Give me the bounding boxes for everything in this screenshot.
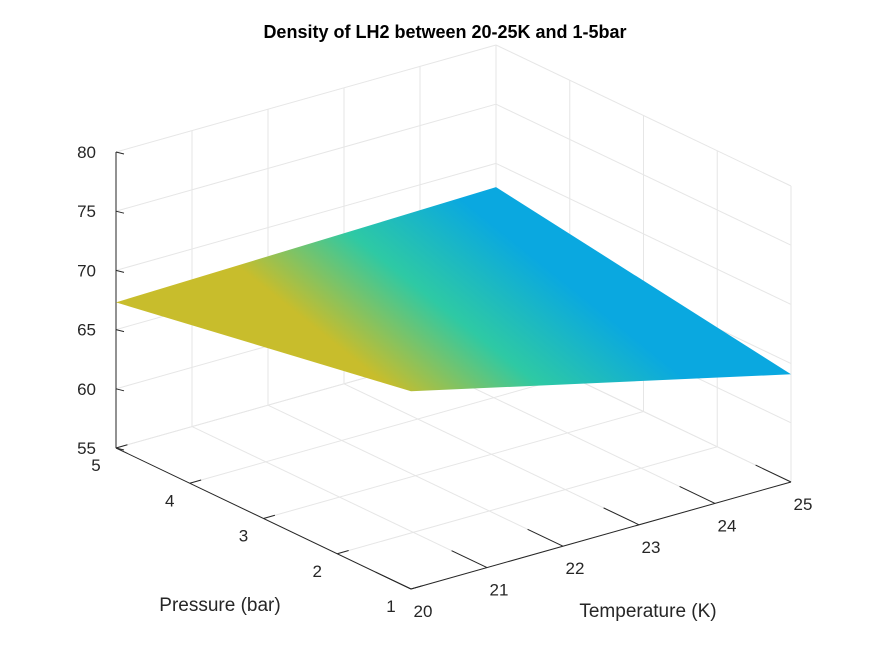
z-tick-label: 75 xyxy=(77,202,96,221)
y-axis-label: Pressure (bar) xyxy=(159,595,280,616)
back-wall-gridline-z xyxy=(115,162,497,271)
chart-title: Density of LH2 between 20-25K and 1-5bar xyxy=(263,22,626,42)
floor-gridline-y xyxy=(189,375,570,484)
axis-layer xyxy=(115,151,792,590)
z-tick-mark xyxy=(115,329,125,333)
y-tick-mark xyxy=(337,550,349,555)
density-surface xyxy=(116,187,791,392)
z-tick-label: 65 xyxy=(77,321,96,340)
y-tick-mark xyxy=(115,444,128,449)
z-tick-label: 55 xyxy=(77,439,96,458)
x-tick-label: 24 xyxy=(718,516,737,535)
z-tick-mark xyxy=(115,388,125,392)
y-tick-label: 3 xyxy=(239,527,248,546)
z-tick-label: 60 xyxy=(77,380,96,399)
x-tick-label: 21 xyxy=(490,581,509,600)
x-tick-label: 23 xyxy=(642,538,661,557)
y-tick-label: 5 xyxy=(91,456,100,475)
x-axis-line xyxy=(410,481,792,590)
z-tick-mark xyxy=(115,151,125,155)
x-tick-mark xyxy=(603,507,640,526)
back-wall-gridline-z xyxy=(115,44,497,153)
floor-gridline-y xyxy=(337,446,718,555)
x-tick-mark xyxy=(679,486,716,504)
x-tick-label: 20 xyxy=(414,602,433,621)
x-tick-mark xyxy=(451,550,488,569)
side-wall-gridline-z xyxy=(495,44,792,187)
x-tick-mark xyxy=(755,464,792,483)
floor-gridline-y xyxy=(263,411,644,519)
z-tick-mark xyxy=(115,269,125,273)
x-tick-label: 22 xyxy=(566,559,585,578)
y-tick-label: 2 xyxy=(313,562,322,581)
y-tick-mark xyxy=(189,479,202,484)
y-tick-mark xyxy=(410,585,423,590)
x-tick-mark xyxy=(527,528,564,547)
side-wall-gridline-z xyxy=(495,103,792,246)
side-wall-gridline-z xyxy=(495,162,792,305)
z-tick-mark xyxy=(115,210,125,214)
y-tick-label: 1 xyxy=(386,597,395,616)
z-tick-label: 80 xyxy=(77,143,96,162)
z-tick-label: 70 xyxy=(77,261,96,280)
x-axis-label: Temperature (K) xyxy=(579,601,716,622)
surface-layer xyxy=(116,187,791,392)
x-tick-mark xyxy=(375,571,412,590)
x-tick-label: 25 xyxy=(794,495,813,514)
y-tick-label: 4 xyxy=(165,491,174,510)
back-wall-gridline-z xyxy=(115,103,497,212)
y-tick-mark xyxy=(263,514,276,519)
z-tick-mark xyxy=(115,447,125,451)
